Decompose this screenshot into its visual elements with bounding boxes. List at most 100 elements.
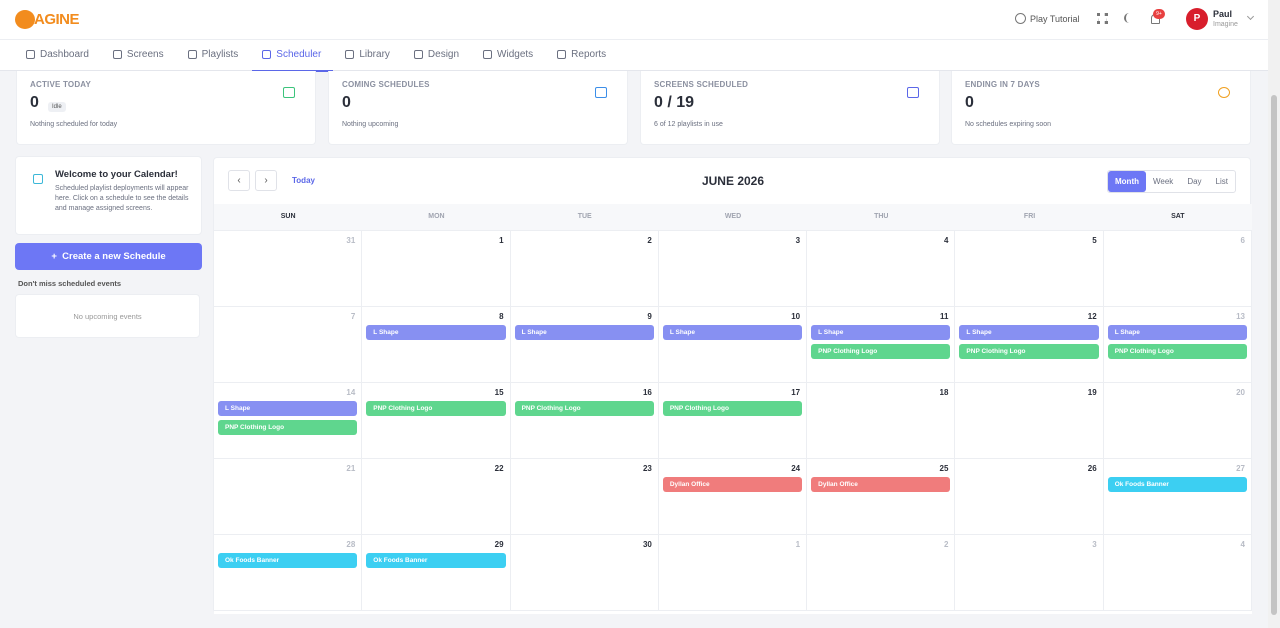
day-cell[interactable]: 20 (1103, 383, 1252, 459)
event[interactable]: PNP Clothing Logo (959, 344, 1099, 359)
create-button[interactable]: + Create a new Schedule (15, 243, 202, 270)
day-cell[interactable]: 17 PNP Clothing Logo (658, 383, 808, 459)
day-cell[interactable]: 28 Ok Foods Banner (214, 535, 363, 611)
day-cell[interactable]: 31 (214, 231, 363, 307)
nav-item[interactable]: Screens (112, 40, 176, 71)
day-cell[interactable]: 24 Dyllan Office (658, 459, 808, 535)
day-cell[interactable]: 19 (955, 383, 1104, 459)
view-button[interactable]: Month (1108, 171, 1146, 192)
event[interactable]: L Shape (811, 325, 951, 340)
day-cell[interactable]: 7 (214, 307, 363, 383)
event[interactable]: PNP Clothing Logo (811, 344, 951, 359)
calendar-icon (33, 174, 43, 184)
event[interactable]: PNP Clothing Logo (218, 420, 358, 435)
event[interactable]: PNP Clothing Logo (366, 401, 506, 416)
apps-icon[interactable] (1097, 13, 1108, 24)
next-button[interactable]: › (255, 170, 277, 191)
nav-icon (557, 50, 567, 59)
user-menu-chevron[interactable] (1246, 12, 1255, 21)
day-cell[interactable]: 5 (955, 231, 1104, 307)
event[interactable]: L Shape (514, 325, 654, 340)
welcome-text: Scheduled playlist deployments will appe… (55, 185, 189, 212)
view-button[interactable]: Day (1187, 177, 1202, 186)
view-button[interactable]: List (1215, 177, 1228, 186)
nav-bar: Dashboard Screens Playlists Scheduler Librar… (0, 40, 1268, 72)
day-cell[interactable]: 10 L Shape (658, 307, 808, 383)
stat-note: No schedules expiring soon (965, 121, 1051, 128)
event[interactable]: L Shape (218, 401, 358, 416)
event[interactable]: Ok Foods Banner (218, 553, 358, 568)
event[interactable]: Dyllan Office (811, 477, 951, 492)
nav-item[interactable]: Reports (557, 40, 618, 71)
day-cell[interactable]: 21 (214, 459, 363, 535)
view-button[interactable]: Week (1153, 177, 1174, 186)
nav-item[interactable]: Library (345, 40, 402, 71)
play-icon (1015, 13, 1026, 24)
day-cell[interactable]: 26 (955, 459, 1104, 535)
day-cell[interactable]: 18 (807, 383, 956, 459)
day-cell[interactable]: 6 (1103, 231, 1252, 307)
day-cell[interactable]: 23 (510, 459, 659, 535)
day-number: 13 (1236, 312, 1245, 321)
prev-button[interactable]: ‹ (228, 170, 250, 191)
day-cell[interactable]: 27 Ok Foods Banner (1103, 459, 1252, 535)
day-number: 22 (494, 464, 504, 473)
day-cell[interactable]: 30 (510, 535, 659, 611)
play-tutorial[interactable]: Play Tutorial (1030, 14, 1080, 24)
day-cell[interactable]: 9 L Shape (510, 307, 659, 383)
theme-icon[interactable] (1124, 13, 1134, 23)
day-cell[interactable]: 4 (807, 231, 956, 307)
event[interactable]: PNP Clothing Logo (662, 401, 803, 416)
nav-item[interactable]: Design (413, 40, 471, 71)
weekday: FRI (1023, 213, 1036, 220)
nav-label: Playlists (201, 49, 239, 60)
event[interactable]: L Shape (662, 325, 803, 340)
day-cell[interactable]: 22 (362, 459, 511, 535)
day-cell[interactable]: 12 L Shape PNP Clothing Logo (955, 307, 1104, 383)
logo: AGINE (34, 11, 80, 28)
day-cell[interactable]: 29 Ok Foods Banner (362, 535, 511, 611)
day-number: 9 (647, 312, 652, 321)
event[interactable]: Dyllan Office (662, 477, 803, 492)
nav-icon (345, 50, 355, 59)
day-cell[interactable]: 4 (1103, 535, 1252, 611)
nav-item[interactable]: Scheduler (252, 40, 334, 72)
day-cell[interactable]: 3 (955, 535, 1104, 611)
day-cell[interactable]: 13 L Shape PNP Clothing Logo (1103, 307, 1252, 383)
nav-item[interactable]: Widgets (483, 40, 545, 71)
day-cell[interactable]: 8 L Shape (362, 307, 511, 383)
event[interactable]: Ok Foods Banner (366, 553, 506, 568)
day-number: 16 (642, 388, 652, 397)
weekday: SUN (280, 213, 296, 220)
nav-item[interactable]: Playlists (187, 40, 251, 71)
user-org: Imagine (1213, 21, 1238, 28)
stat-label: COMING SCHEDULES (342, 80, 430, 89)
event[interactable]: L Shape (1107, 325, 1247, 340)
day-number: 10 (791, 312, 801, 321)
event[interactable]: Ok Foods Banner (1107, 477, 1247, 492)
day-cell[interactable]: 1 (658, 535, 808, 611)
event[interactable]: PNP Clothing Logo (514, 401, 654, 416)
event[interactable]: L Shape (959, 325, 1099, 340)
day-cell[interactable]: 11 L Shape PNP Clothing Logo (807, 307, 956, 383)
nav-label: Screens (126, 49, 164, 60)
day-cell[interactable]: 2 (807, 535, 956, 611)
top-bar: AGINE Play Tutorial 9+ P Paul Imagine (0, 0, 1268, 40)
nav-item[interactable]: Dashboard (26, 40, 101, 71)
scrollbar-thumb (1271, 95, 1277, 615)
avatar[interactable]: P (1186, 8, 1208, 30)
day-cell[interactable]: 3 (658, 231, 808, 307)
day-number: 5 (1092, 236, 1097, 245)
day-cell[interactable]: 15 PNP Clothing Logo (362, 383, 511, 459)
event[interactable]: L Shape (366, 325, 506, 340)
day-cell[interactable]: 14 L Shape PNP Clothing Logo (214, 383, 363, 459)
stat-card: ACTIVE TODAY 0 Idle Nothing scheduled for t… (16, 71, 316, 145)
today-button[interactable]: Today (292, 176, 315, 185)
day-cell[interactable]: 1 (362, 231, 511, 307)
day-cell[interactable]: 2 (510, 231, 659, 307)
event[interactable]: PNP Clothing Logo (1107, 344, 1247, 359)
weekday: TUE (577, 213, 592, 220)
day-cell[interactable]: 25 Dyllan Office (807, 459, 956, 535)
day-cell[interactable]: 16 PNP Clothing Logo (510, 383, 659, 459)
